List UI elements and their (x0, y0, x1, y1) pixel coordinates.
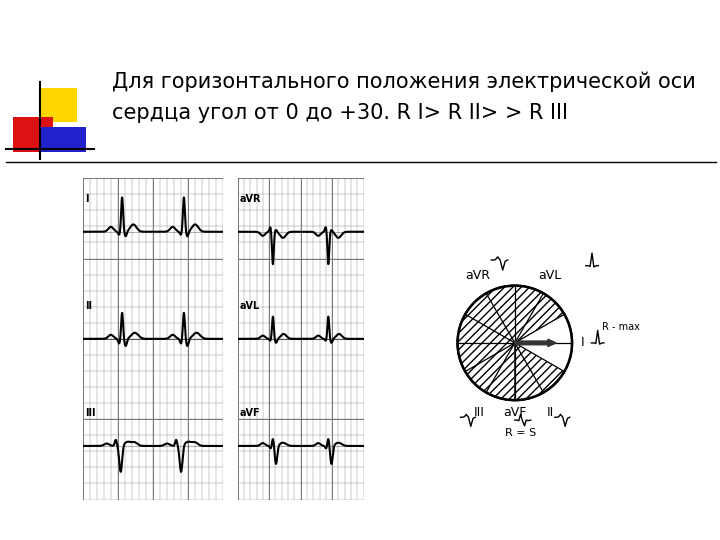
Text: I: I (86, 194, 89, 204)
Text: R - max: R - max (602, 322, 639, 332)
Wedge shape (515, 343, 572, 400)
Text: aVL: aVL (240, 301, 261, 312)
Text: Для горизонтального положения электрической оси: Для горизонтального положения электричес… (112, 72, 696, 92)
Text: aVL: aVL (539, 269, 562, 282)
Wedge shape (515, 314, 572, 372)
Text: III: III (86, 408, 96, 418)
Wedge shape (458, 286, 564, 400)
Bar (13, 117, 53, 152)
Text: aVR: aVR (465, 269, 490, 282)
Circle shape (458, 286, 572, 400)
Text: aVR: aVR (240, 194, 261, 204)
Bar (40, 88, 77, 122)
Text: II: II (86, 301, 93, 312)
Text: R = S: R = S (505, 428, 536, 438)
Text: aVF: aVF (503, 406, 526, 419)
Text: I: I (580, 336, 584, 349)
Text: aVF: aVF (240, 408, 261, 418)
Text: III: III (474, 406, 485, 419)
Text: сердца угол от 0 до +30. R I> R II> > R III: сердца угол от 0 до +30. R I> R II> > R … (112, 103, 567, 124)
FancyArrow shape (515, 339, 556, 347)
Bar (40, 127, 86, 152)
Text: II: II (546, 406, 554, 419)
